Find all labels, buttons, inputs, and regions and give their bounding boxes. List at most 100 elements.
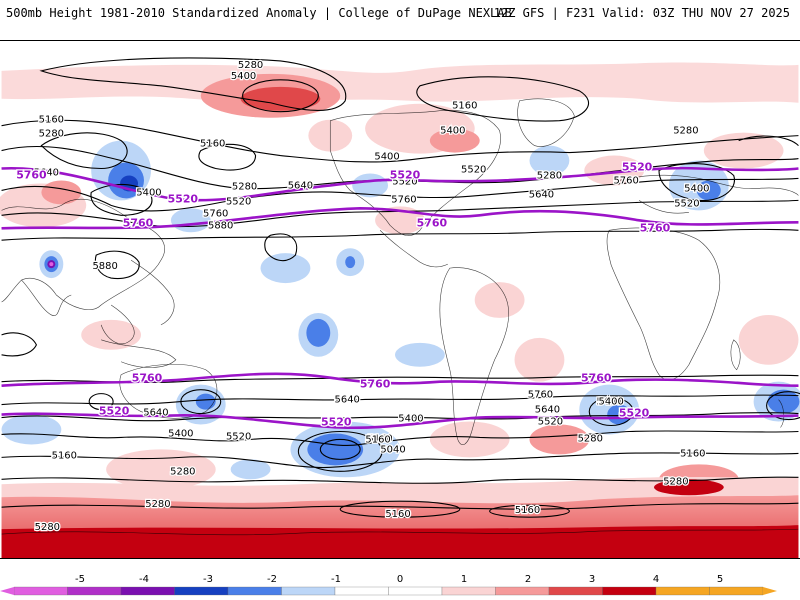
colorbar-segment (709, 586, 764, 596)
contour-label: 5400 (398, 414, 423, 425)
contour-label: 5520 (538, 417, 563, 428)
highlight-contour-label: 5760 (360, 378, 391, 391)
anomaly-shading (0, 62, 800, 558)
contour-label: 5280 (35, 522, 60, 533)
contour-label: 5640 (34, 167, 59, 178)
highlight-contour-label: 5760 (640, 221, 671, 234)
contour-label: 5880 (208, 220, 233, 231)
contour-label: 5280 (537, 170, 562, 181)
colorbar-tick-label: 0 (397, 574, 403, 585)
contour-label: 5280 (232, 181, 257, 192)
colorbar-segment (548, 586, 603, 596)
contour-label: 5400 (684, 183, 709, 194)
contour-label: 5400 (440, 126, 465, 137)
highlight-contour-label: 5520 (622, 160, 653, 173)
contour-label: 5400 (136, 187, 161, 198)
contour-label: 5640 (288, 180, 313, 191)
colorbar-max-arrow (763, 587, 777, 595)
colorbar-tick-label: 4 (653, 574, 659, 585)
contour-label: 5280 (145, 499, 170, 510)
contour-label: 5160 (680, 448, 705, 459)
contour-label: 5520 (674, 198, 699, 209)
colorbar-tick-label: -5 (75, 574, 85, 585)
contour-label: 5400 (231, 71, 256, 82)
highlight-line-5760-south (1, 372, 799, 387)
highlight-contour-label: 5760 (16, 168, 47, 181)
contour-label: 5400 (599, 397, 624, 408)
highlight-contour-label: 5520 (390, 168, 421, 181)
contour-label: 5400 (374, 152, 399, 163)
colorbar-segment (67, 586, 122, 596)
contour-label: 5160 (515, 505, 540, 516)
contour-label: 5160 (367, 433, 392, 444)
colorbar-segment (281, 586, 336, 596)
contour-label: 5280 (170, 466, 195, 477)
colorbar-ticks: -5 -4 -3 -2 -1 0 1 2 3 4 5 (75, 574, 723, 585)
contour-label: 5520 (392, 176, 417, 187)
colorbar-segment (120, 586, 175, 596)
contour-label: 5160 (39, 115, 64, 126)
contour-label: 5520 (461, 164, 486, 175)
contour-label: 5160 (385, 509, 410, 520)
contour-label: 5640 (535, 405, 560, 416)
contour-label: 5760 (528, 390, 553, 401)
model-run-info: 12Z GFS | F231 Valid: 03Z THU NOV 27 202… (493, 6, 790, 20)
contour-label: 5160 (365, 434, 390, 445)
highlight-line-5520-north (1, 166, 799, 202)
highlight-contour-label: 5520 (619, 407, 650, 420)
colorbar-tick-label: -1 (331, 574, 341, 585)
contour-label: 5160 (52, 450, 77, 461)
highlight-line-5520-south (1, 412, 799, 430)
colorbar-segment (495, 586, 550, 596)
colorbar-segment (13, 586, 68, 596)
highlight-contours (1, 166, 799, 430)
map-title: 500mb Height 1981-2010 Standardized Anom… (6, 6, 512, 20)
contour-label: 5520 (226, 196, 251, 207)
colorbar-segment (388, 586, 443, 596)
contour-label: 5040 (380, 444, 405, 455)
colorbar-segment (441, 586, 496, 596)
contour-label: 5640 (143, 408, 168, 419)
contour-label: 5280 (238, 60, 263, 71)
highlight-labels: 5520576055205760552057605760552057605520… (15, 159, 672, 430)
colorbar-segment (602, 586, 657, 596)
colorbar-segment (655, 586, 710, 596)
highlight-line-5760-north (1, 207, 799, 230)
contour-label: 5760 (391, 194, 416, 205)
contour-label: 5160 (452, 101, 477, 112)
colorbar: -5 -4 -3 -2 -1 0 1 2 3 4 5 (0, 574, 777, 596)
colorbar-segment (174, 586, 229, 596)
contour-label: 5400 (168, 428, 193, 439)
contour-label: 5520 (226, 431, 251, 442)
contour-label: 5160 (200, 139, 225, 150)
highlight-contour-label: 5520 (168, 192, 199, 205)
colorbar-tick-label: -2 (267, 574, 277, 585)
contour-label: 5640 (529, 189, 554, 200)
contour-label: 5880 (92, 261, 117, 272)
colorbar-segments (0, 586, 777, 596)
contour-label: 5280 (673, 126, 698, 137)
contour-label: 5280 (39, 129, 64, 140)
highlight-contour-label: 5760 (132, 372, 163, 385)
highlight-contour-label: 5760 (417, 216, 448, 229)
contour-label: 5280 (663, 476, 688, 487)
highlight-contour-label: 5760 (123, 216, 154, 229)
highlight-contour-label: 5760 (581, 372, 612, 385)
colorbar-tick-label: 1 (461, 574, 467, 585)
colorbar-segment (227, 586, 282, 596)
contour-label: 5760 (203, 208, 228, 219)
contour-label: 5640 (335, 395, 360, 406)
colorbar-tick-label: -4 (139, 574, 149, 585)
highlight-contour-label: 5520 (321, 416, 352, 429)
colorbar-tick-label: 5 (717, 574, 723, 585)
colorbar-tick-label: -3 (203, 574, 213, 585)
contour-label: 5280 (578, 433, 603, 444)
colorbar-segment (334, 586, 389, 596)
contour-label: 5760 (613, 175, 638, 186)
colorbar-tick-label: 3 (589, 574, 595, 585)
colorbar-min-arrow (0, 587, 14, 595)
highlight-contour-label: 5520 (99, 405, 130, 418)
contour-label: 5400 (597, 397, 622, 408)
